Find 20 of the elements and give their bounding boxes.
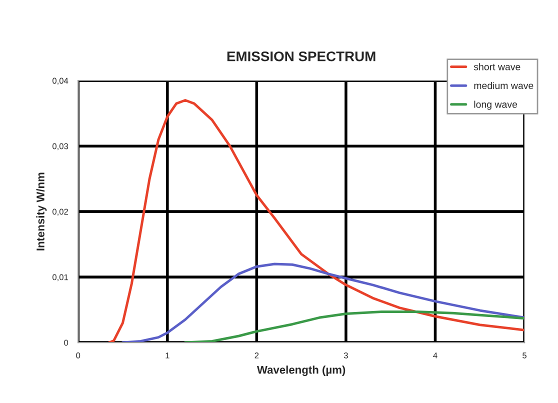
x-tick-label: 3 (344, 352, 348, 358)
x-tick-label: 4 (433, 352, 438, 358)
legend-label: medium wave (474, 82, 534, 90)
x-tick-label: 5 (522, 352, 526, 358)
y-tick-label: 0,01 (52, 274, 68, 282)
y-tick-label: 0,04 (52, 78, 68, 85)
line-series (122, 262, 525, 343)
y-axis-title: Intensity W/nm (36, 172, 47, 250)
x-axis-title: Wavelength (µm) (256, 366, 346, 376)
x-tick-label: 1 (166, 352, 170, 358)
y-tick-label: 0,03 (52, 143, 68, 150)
x-tick-label: 0 (76, 352, 80, 358)
chart-title: EMISSION SPECTRUM (227, 51, 376, 62)
y-tick-label: 0 (64, 340, 68, 346)
x-tick-label: 2 (254, 352, 259, 358)
y-tick-label: 0,02 (52, 208, 68, 216)
line-series (108, 98, 525, 343)
legend-label: short wave (474, 63, 520, 70)
legend-label: long wave (474, 100, 517, 110)
line-series (184, 310, 525, 343)
